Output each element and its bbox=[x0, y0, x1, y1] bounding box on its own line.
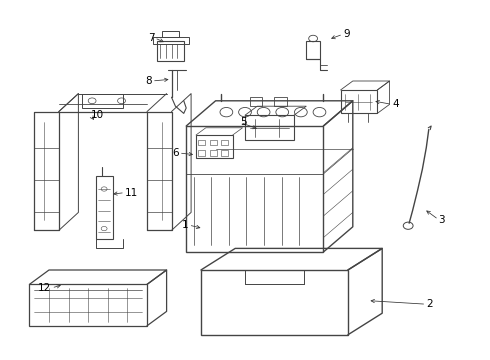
Bar bbox=[250, 97, 262, 106]
Text: 5: 5 bbox=[240, 117, 247, 127]
Text: 6: 6 bbox=[172, 148, 179, 158]
Text: 10: 10 bbox=[91, 110, 104, 120]
Bar bbox=[221, 140, 228, 145]
Bar bbox=[210, 150, 217, 156]
Text: 3: 3 bbox=[439, 215, 445, 225]
Text: 2: 2 bbox=[426, 299, 433, 309]
Text: 1: 1 bbox=[182, 220, 189, 230]
Text: 11: 11 bbox=[125, 188, 138, 198]
Bar bbox=[29, 284, 147, 326]
Text: 9: 9 bbox=[343, 29, 350, 39]
Bar bbox=[157, 41, 184, 61]
Bar bbox=[162, 31, 179, 37]
Text: 7: 7 bbox=[147, 33, 154, 43]
Bar bbox=[221, 150, 228, 156]
Bar bbox=[341, 90, 377, 113]
Bar bbox=[198, 150, 205, 156]
Bar bbox=[153, 37, 189, 44]
Bar bbox=[198, 140, 205, 145]
Text: 12: 12 bbox=[38, 283, 51, 293]
Bar bbox=[210, 140, 217, 145]
Bar bbox=[82, 94, 123, 108]
Text: 4: 4 bbox=[392, 99, 399, 109]
Bar bbox=[274, 97, 287, 106]
Bar bbox=[186, 126, 323, 252]
Text: 8: 8 bbox=[145, 76, 152, 86]
Bar bbox=[196, 135, 233, 158]
Bar bbox=[306, 41, 320, 59]
Bar bbox=[201, 270, 348, 335]
Bar bbox=[245, 115, 294, 140]
Bar bbox=[96, 176, 113, 239]
